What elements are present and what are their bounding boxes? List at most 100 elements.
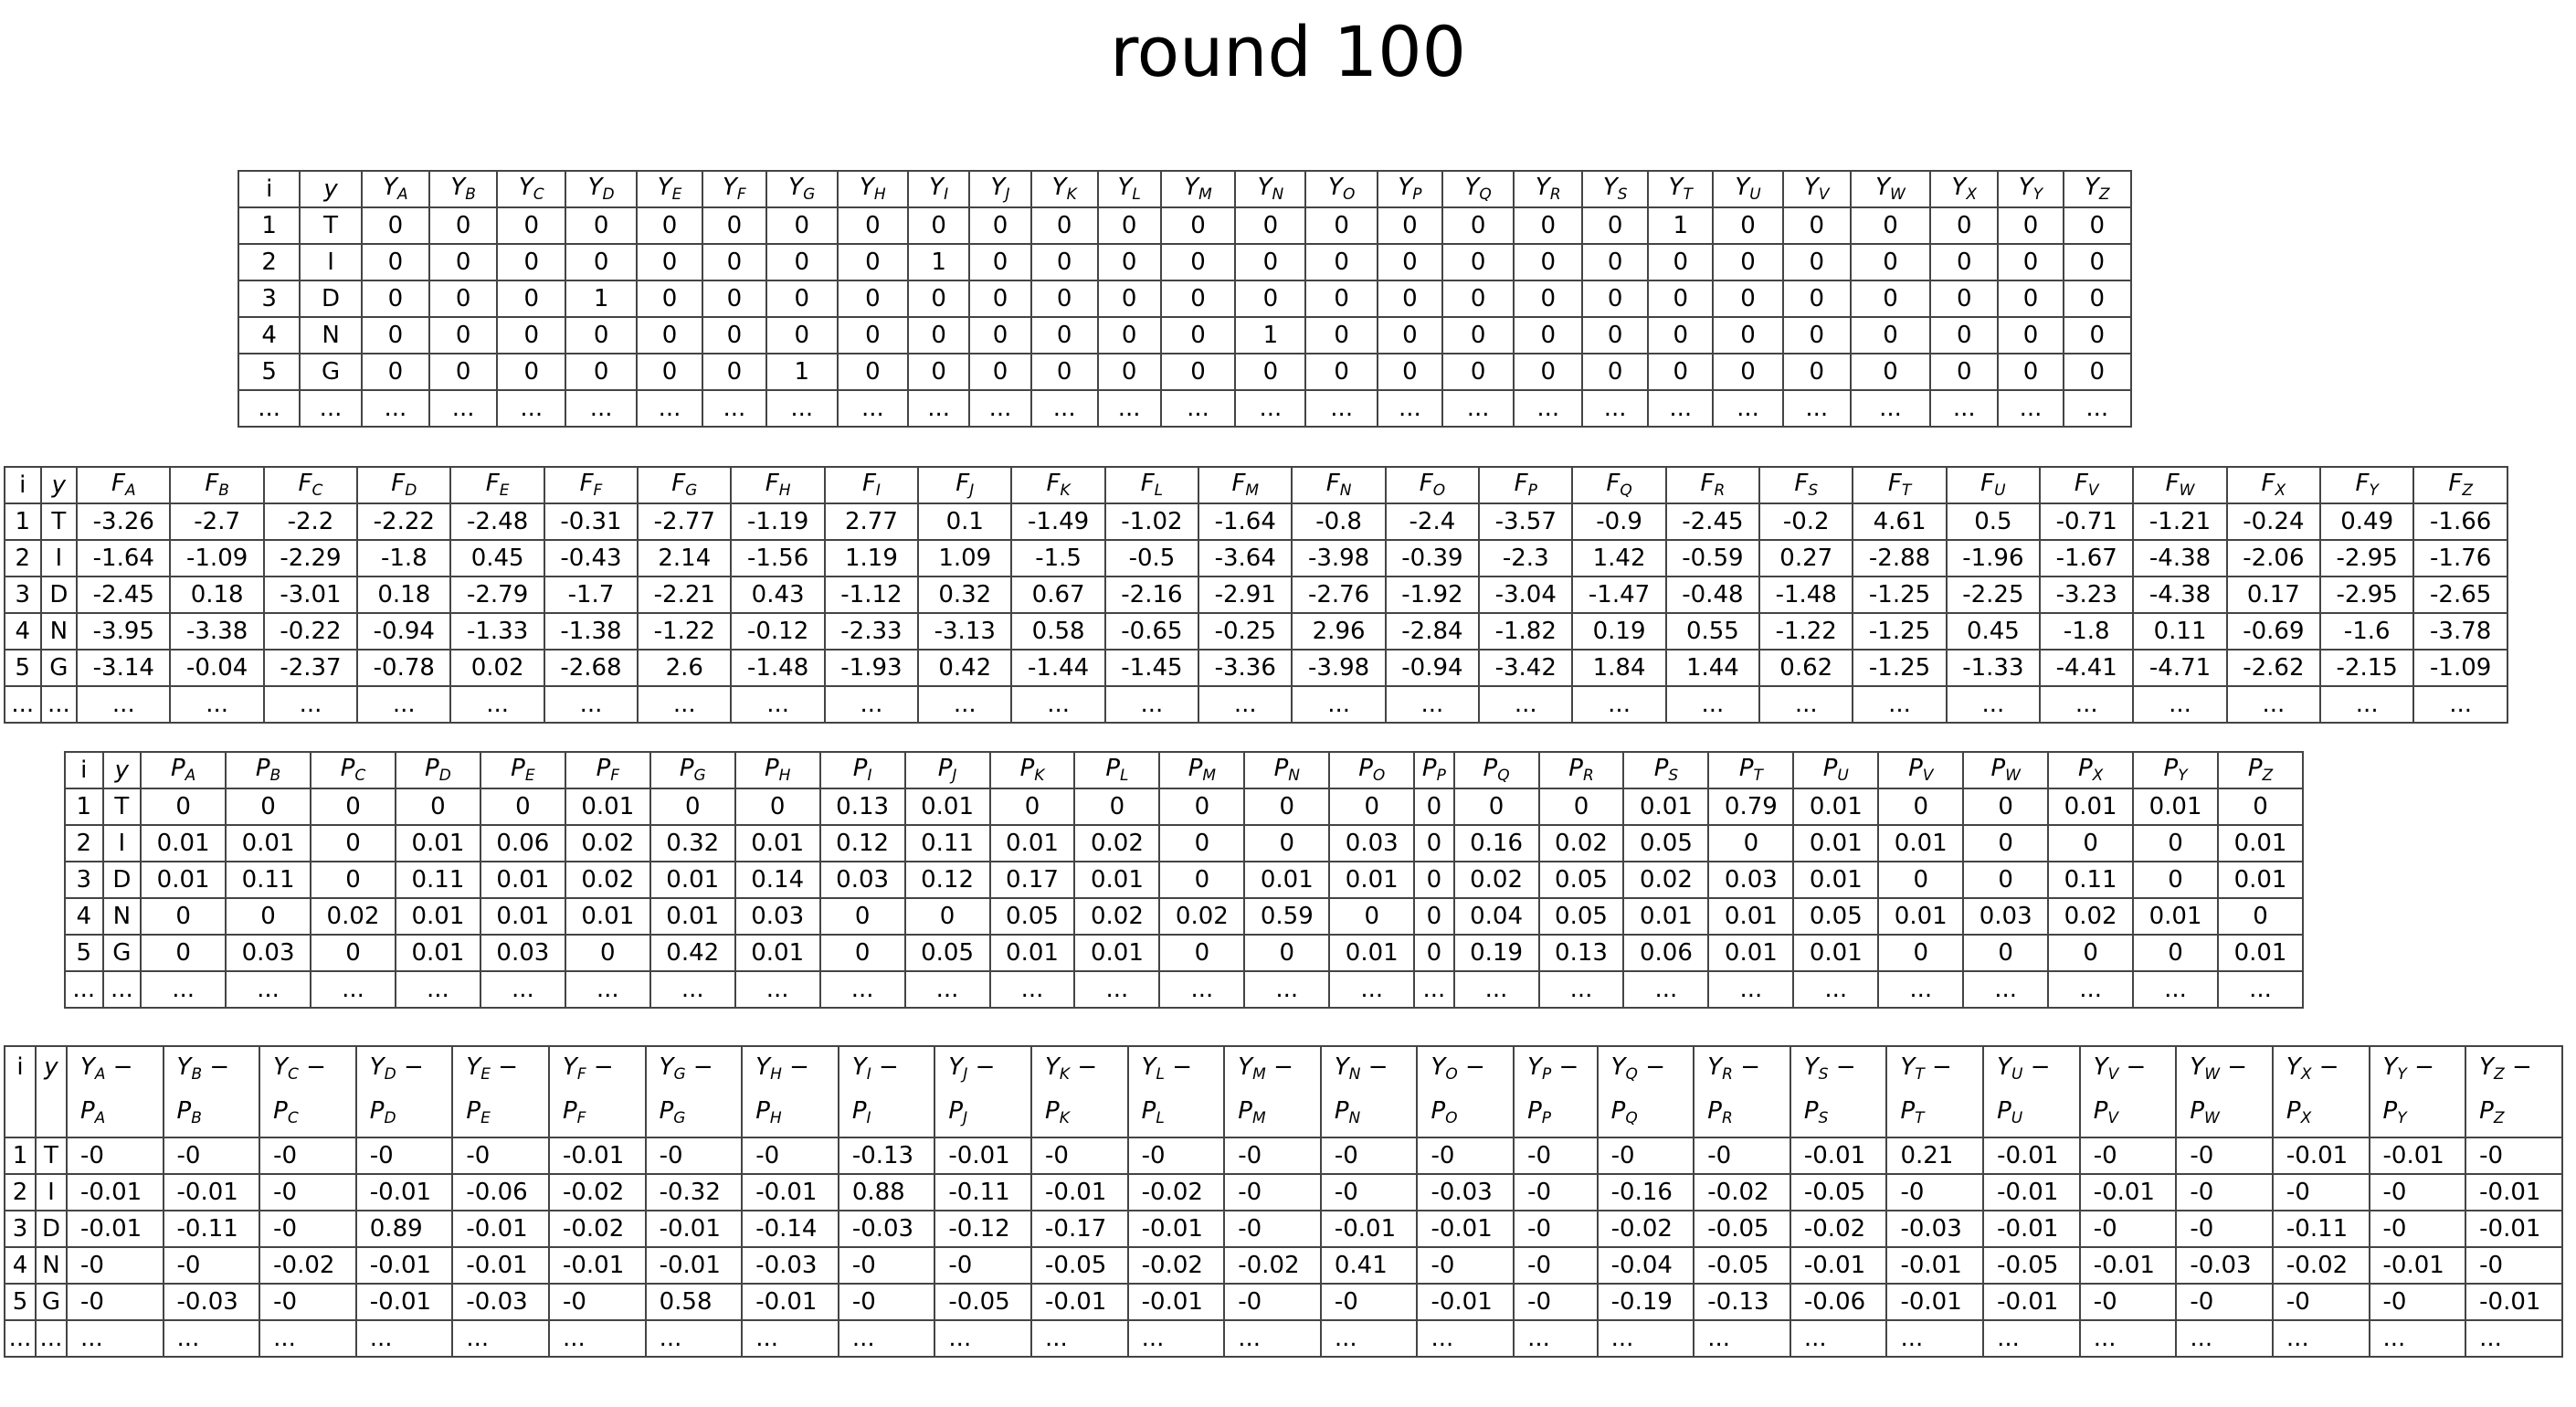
cell-v: 0 <box>1781 206 1852 245</box>
cell-m: 0 <box>1159 353 1237 391</box>
table-row: 4 N -0 -0 -0.02 -0.01 -0.01 -0.01 -0.01 -0.03 -0 -0… <box>4 1246 2563 1285</box>
cell-j: 0.32 <box>917 576 1013 614</box>
cell-n: -0 <box>1319 1173 1419 1211</box>
cell-v: -0 <box>2078 1210 2178 1248</box>
cell-l: 0 <box>1096 316 1162 354</box>
cell-w: -0 <box>2175 1283 2274 1321</box>
cell-g: 0.01 <box>649 897 736 936</box>
cell-f: 0.01 <box>564 788 651 826</box>
header-y-p-w: YW − PW <box>2175 1045 2274 1138</box>
ellipsis-cell: ... <box>1997 389 2064 428</box>
cell-q: 0.19 <box>1571 612 1667 651</box>
cell-o: 0.01 <box>1328 861 1416 899</box>
header-f-m: FM <box>1198 466 1293 504</box>
header-p-z: PZ <box>2217 751 2304 789</box>
cell-u: 0 <box>1712 206 1784 245</box>
cell-y: -0 <box>2368 1210 2467 1248</box>
header-f-i: FI <box>823 466 920 504</box>
cell-s: 0.01 <box>1622 897 1710 936</box>
cell-x: 0 <box>1929 353 2000 391</box>
cell-a: -2.45 <box>76 576 172 614</box>
ellipsis-cell: ... <box>823 685 920 724</box>
cell-i: -1.93 <box>823 649 920 687</box>
cell-l: 0.02 <box>1073 897 1161 936</box>
ellipsis-cell: ... <box>4 1319 37 1358</box>
ellipsis-cell: ... <box>299 389 363 428</box>
cell-o: -0.01 <box>1416 1210 1515 1248</box>
header-y-p-q: YQ − PQ <box>1596 1045 1695 1138</box>
cell-d: -0.01 <box>354 1283 454 1321</box>
cell-u: 0.05 <box>1792 897 1880 936</box>
cell-y: 0.49 <box>2319 503 2415 541</box>
cell-w: -4.71 <box>2132 649 2228 687</box>
cell-j: -0.12 <box>934 1210 1033 1248</box>
table-row: 3 D -2.45 0.18 -3.01 0.18 -2.79 -1.7 -2.21 0.43 -1… <box>4 576 2508 614</box>
header-y-p-d: YD − PD <box>354 1045 454 1138</box>
ellipsis-cell: ... <box>2319 685 2415 724</box>
cell-g: -0.01 <box>644 1210 744 1248</box>
cell-l: 0.02 <box>1073 824 1161 862</box>
header-y-w: YW <box>1849 170 1932 208</box>
cell-k: -0.17 <box>1030 1210 1129 1248</box>
cell-g: 0.42 <box>649 934 736 972</box>
cell-o: -0.01 <box>1416 1283 1515 1321</box>
cell-m: -0 <box>1223 1173 1322 1211</box>
cell-r: -0.59 <box>1664 539 1761 577</box>
header-y-p-r: YR − PR <box>1693 1045 1791 1138</box>
cell-h: 0.43 <box>730 576 826 614</box>
cell-r: 0.55 <box>1664 612 1761 651</box>
cell-x: 0 <box>1929 280 2000 318</box>
cell-r: 0.13 <box>1537 934 1625 972</box>
row-index: 1 <box>4 503 42 541</box>
cell-a: 0 <box>140 897 227 936</box>
cell-b: -0.03 <box>162 1283 261 1321</box>
cell-q: -0.16 <box>1596 1173 1695 1211</box>
cell-k: 0.67 <box>1010 576 1106 614</box>
cell-t: 1 <box>1647 206 1715 245</box>
header-p-k: PK <box>988 751 1076 789</box>
header-p-a: PA <box>140 751 227 789</box>
cell-m: 0 <box>1158 824 1246 862</box>
ellipsis-cell: ... <box>1291 685 1387 724</box>
row-label: D <box>299 280 363 318</box>
cell-g: 2.6 <box>637 649 733 687</box>
cell-r: 0.05 <box>1537 861 1625 899</box>
cell-q: -1.47 <box>1571 576 1667 614</box>
cell-b: -0 <box>162 1246 261 1285</box>
cell-i: 0 <box>906 206 971 245</box>
cell-l: -2.16 <box>1103 576 1200 614</box>
cell-n: 2.96 <box>1291 612 1387 651</box>
cell-c: 0 <box>310 934 396 972</box>
row-index: 5 <box>4 649 42 687</box>
ellipsis-cell: ... <box>1159 389 1237 428</box>
cell-p: 0 <box>1377 353 1443 391</box>
cell-h: 0 <box>734 788 821 826</box>
cell-p: 0 <box>1413 897 1455 936</box>
ellipsis-cell: ... <box>547 1319 647 1358</box>
header-y-k: YK <box>1029 170 1099 208</box>
header-f-s: FS <box>1758 466 1854 504</box>
cell-b: 0 <box>428 316 499 354</box>
cell-j: 0.05 <box>903 934 991 972</box>
cell-e: 0.45 <box>449 539 545 577</box>
cell-i: -1.12 <box>823 576 920 614</box>
cell-w: 0 <box>1849 316 1932 354</box>
ellipsis-cell: ... <box>1877 970 1965 1009</box>
header-p-u: PU <box>1792 751 1880 789</box>
cell-e: -0.01 <box>451 1210 550 1248</box>
row-index: 4 <box>237 316 301 354</box>
cell-a: -3.14 <box>76 649 172 687</box>
header-y-e: YE <box>636 170 704 208</box>
cell-y: 0 <box>2132 934 2220 972</box>
cell-g: 0 <box>765 206 839 245</box>
cell-g: 0 <box>765 243 839 281</box>
cell-i: 0.13 <box>818 788 906 826</box>
cell-w: -4.38 <box>2132 576 2228 614</box>
cell-p: -0 <box>1513 1283 1599 1321</box>
ellipsis-cell: ... <box>1126 1319 1226 1358</box>
cell-z: -0 <box>2465 1246 2563 1285</box>
cell-u: -2.25 <box>1945 576 2042 614</box>
ellipsis-cell: ... <box>1647 389 1715 428</box>
cell-h: 0 <box>836 206 909 245</box>
